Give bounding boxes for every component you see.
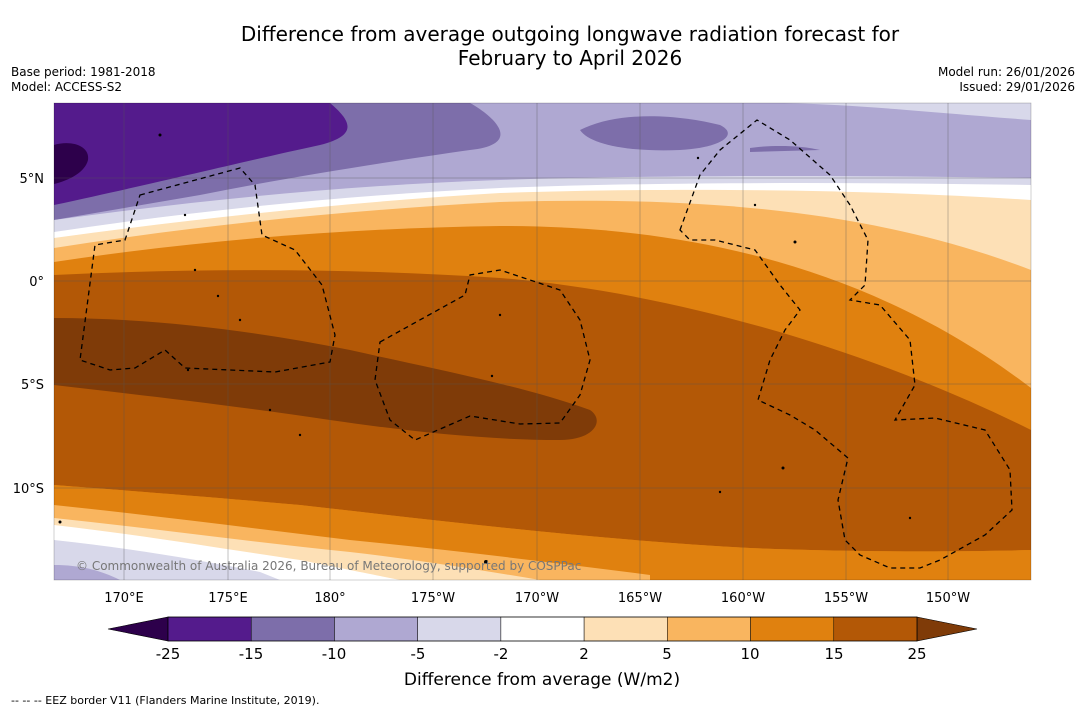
band-minus25-minus15 [54,103,348,205]
island [718,490,722,494]
colorbar-segment [167,616,252,642]
island [696,156,700,160]
island [298,433,302,437]
colorbar-tick: -5 [411,645,426,663]
map-frame [53,102,1032,581]
colorbar-tick: -25 [156,645,181,663]
island [238,318,242,322]
island [753,203,757,207]
model-name: Model: ACCESS-S2 [11,80,123,94]
map-area: © Commonwealth of Australia 2026, Bureau… [54,103,1031,580]
lat-labels: 5°N 0° 5°S 10°S [13,172,44,497]
issued-date: Issued: 29/01/2026 [959,80,1075,94]
island [268,408,272,412]
colorbar-segment [334,616,418,642]
lon-label: 155°W [824,591,868,606]
band-minus5-minus2-north [54,103,1031,120]
blob-minus15-minus10-central [580,116,728,151]
lon-label: 160°W [721,591,765,606]
lat-label: 0° [29,275,44,290]
meta-right: Model run: 26/01/2026 Issued: 29/01/2026 [938,65,1075,95]
meta-left: Base period: 1981-2018 Model: ACCESS-S2 [11,65,156,95]
colorbar-over-triangle [916,616,978,642]
colorbar-segments [167,616,918,642]
eez-border-west [79,167,336,373]
colorbar-segment [583,616,668,642]
colorbar-under-triangle [107,616,169,642]
island [193,268,197,272]
eez-border-central [374,269,591,441]
blob-below-minus25 [54,143,89,184]
colorbar-segment [417,616,502,642]
island [158,133,162,137]
colorbar: -25 -15 -10 -5 -2 2 5 10 15 25 Differenc… [107,616,978,690]
eez-footnote: -- -- -- EEZ border V11 (Flanders Marine… [11,694,320,707]
colorbar-segment [500,616,585,642]
island [490,374,494,378]
lon-label: 170°E [104,591,144,606]
colorbar-segment [667,616,751,642]
lat-label: 10°S [13,482,44,497]
colorbar-tick: -15 [239,645,264,663]
colorbar-segment [833,616,918,642]
lon-label: 180° [314,591,345,606]
band-above-25 [54,318,597,440]
map-title: Difference from average outgoing longwav… [0,22,1085,70]
lat-label: 5°S [21,378,44,393]
island [484,560,488,564]
graticule [54,103,1031,580]
eez-border-east [679,119,1013,569]
lat-label: 5°N [20,172,45,187]
island [908,516,912,520]
copyright-text: © Commonwealth of Australia 2026, Bureau… [76,559,581,573]
colorbar-tick: 10 [740,645,759,663]
island [498,313,502,317]
colorbar-segment [250,616,335,642]
lon-label: 150°W [926,591,970,606]
islands [58,133,912,564]
base-period: Base period: 1981-2018 [11,65,156,79]
colorbar-segment [750,616,835,642]
colorbar-tick: 5 [662,645,672,663]
map-title-line1: Difference from average outgoing longwav… [240,22,900,46]
colorbar-ticks: -25 -15 -10 -5 -2 2 5 10 15 25 [156,645,927,663]
lon-labels: 170°E 175°E 180° 175°W 170°W 165°W 160°W… [104,591,970,606]
map-title-line2: February to April 2026 [457,46,683,70]
island [781,466,785,470]
band-minus10-minus5-south [54,565,120,580]
island [58,520,62,524]
island [186,368,190,372]
lon-label: 175°E [208,591,248,606]
colorbar-tick: 25 [907,645,926,663]
model-run: Model run: 26/01/2026 [937,65,1075,79]
colorbar-frame [167,616,918,642]
island [183,213,187,217]
band-minus5-minus2-south [54,540,280,580]
lon-label: 170°W [515,591,559,606]
lon-label: 165°W [618,591,662,606]
island [793,240,797,244]
colorbar-tick: 2 [579,645,589,663]
eez-borders [79,119,1013,569]
lon-label: 175°W [411,591,455,606]
island [216,294,220,298]
colorbar-tick: 15 [824,645,843,663]
colorbar-tick: -2 [494,645,509,663]
colorbar-label: Difference from average (W/m2) [404,670,680,690]
colorbar-tick: -10 [322,645,347,663]
